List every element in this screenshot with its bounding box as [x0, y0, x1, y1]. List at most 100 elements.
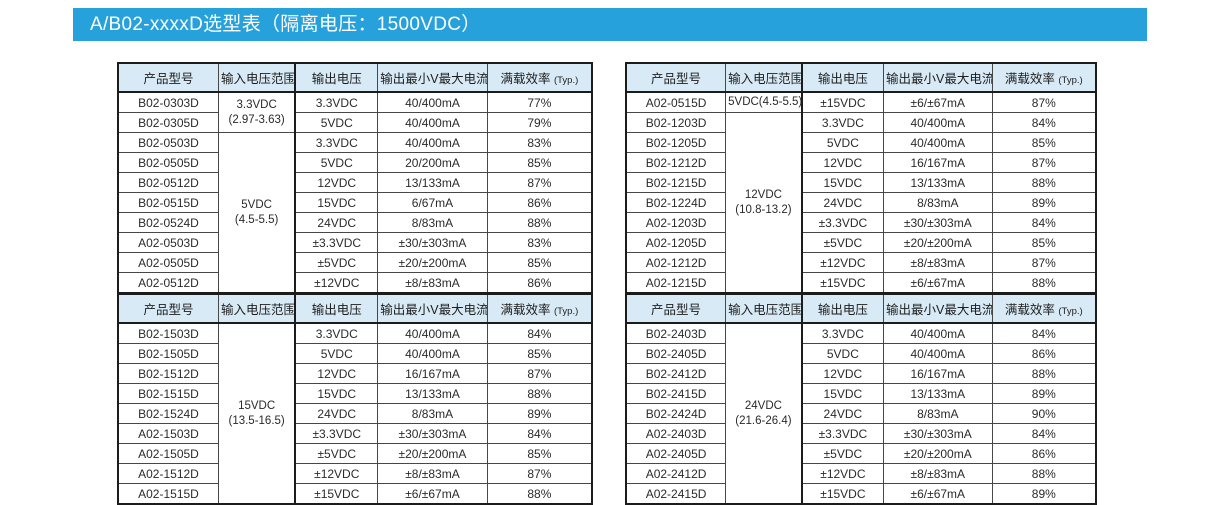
model-cell: A02-1515D	[117, 483, 219, 505]
efficiency-cell: 87%	[486, 363, 593, 384]
efficiency-cell: 85%	[991, 132, 1097, 153]
efficiency-cell: 87%	[991, 152, 1097, 173]
output-current-cell: 40/400mA	[377, 91, 488, 113]
efficiency-cell: 89%	[991, 483, 1097, 505]
output-voltage-cell: ±3.3VDC	[294, 423, 379, 444]
selection-table-1: 产品型号 输入电压范围 输出电压 输出最小V最大电流 满载效率 (Typ.) B02-03…	[117, 62, 593, 294]
output-voltage-cell: 15VDC	[801, 383, 885, 404]
product-row: B02-2405D 5VDC 40/400mA 86%	[625, 343, 1097, 364]
output-voltage-cell: 5VDC	[801, 343, 885, 364]
output-voltage-cell: 24VDC	[294, 403, 379, 424]
model-cell: A02-2403D	[625, 423, 727, 444]
model-cell: A02-1205D	[625, 232, 727, 253]
output-voltage-cell: 3.3VDC	[801, 322, 885, 344]
col-header-output-voltage: 输出电压	[294, 62, 379, 93]
output-voltage-cell: ±5VDC	[801, 232, 885, 253]
col-header-output-voltage: 输出电压	[801, 293, 885, 324]
model-cell: B02-1203D	[625, 112, 727, 133]
model-cell: A02-0503D	[117, 232, 219, 253]
col-header-input-voltage-range: 输入电压范围	[217, 293, 297, 324]
header-row: 产品型号 输入电压范围 输出电压 输出最小V最大电流 满载效率 (Typ.)	[625, 62, 1097, 93]
output-current-cell: 6/67mA	[377, 192, 488, 213]
col-header-model: 产品型号	[117, 293, 219, 324]
model-cell: B02-1503D	[117, 322, 219, 344]
output-current-cell: 13/133mA	[377, 172, 488, 193]
output-current-cell: ±8/±83mA	[883, 463, 993, 484]
model-cell: B02-2412D	[625, 363, 727, 384]
product-row: B02-0515D 15VDC 6/67mA 86%	[117, 192, 593, 213]
output-voltage-cell: ±15VDC	[801, 91, 885, 113]
output-current-cell: 13/133mA	[377, 383, 488, 404]
output-current-cell: 20/200mA	[377, 152, 488, 173]
model-cell: A02-1203D	[625, 212, 727, 233]
output-voltage-cell: ±3.3VDC	[801, 212, 885, 233]
product-row: B02-0305D 5VDC 40/400mA 79%	[117, 112, 593, 133]
output-voltage-cell: ±12VDC	[801, 463, 885, 484]
output-current-cell: ±30/±303mA	[883, 212, 993, 233]
output-voltage-cell: 3.3VDC	[801, 112, 885, 133]
efficiency-cell: 77%	[486, 91, 593, 113]
efficiency-cell: 85%	[991, 232, 1097, 253]
output-current-cell: 40/400mA	[883, 112, 993, 133]
model-cell: B02-0515D	[117, 192, 219, 213]
input-range-line: (4.5-5.5)	[234, 213, 279, 226]
model-cell: B02-1224D	[625, 192, 727, 213]
product-row: A02-1203D ±3.3VDC ±30/±303mA 84%	[625, 212, 1097, 233]
output-current-cell: ±6/±67mA	[883, 272, 993, 294]
efficiency-cell: 84%	[991, 423, 1097, 444]
output-current-cell: ±20/±200mA	[883, 232, 993, 253]
output-voltage-cell: 12VDC	[801, 152, 885, 173]
efficiency-cell: 84%	[486, 322, 593, 344]
output-voltage-cell: 15VDC	[294, 192, 379, 213]
model-cell: A02-0515D	[625, 91, 727, 113]
input-voltage-range-cell: 5VDC(4.5-5.5)	[217, 132, 297, 294]
output-voltage-cell: ±15VDC	[294, 483, 379, 505]
efficiency-cell: 87%	[486, 463, 593, 484]
product-row: B02-0303D 3.3VDC (2.97-3.63) 3.3VDC 40/400mA…	[117, 91, 593, 133]
output-current-cell: ±30/±303mA	[377, 232, 488, 253]
col-header-model: 产品型号	[117, 62, 219, 93]
input-range-line: (2.97-3.63)	[228, 113, 285, 126]
model-cell: B02-2424D	[625, 403, 727, 424]
efficiency-header-label: 满载效率	[500, 72, 551, 86]
efficiency-cell: 87%	[486, 172, 593, 193]
col-header-full-load-efficiency: 满载效率 (Typ.)	[486, 293, 593, 324]
col-header-output-voltage: 输出电压	[294, 293, 379, 324]
efficiency-typ-label: (Typ.)	[553, 306, 579, 317]
output-current-cell: 8/83mA	[883, 403, 993, 424]
col-header-output-min-max-current: 输出最小V最大电流	[883, 293, 993, 324]
output-voltage-cell: ±5VDC	[801, 443, 885, 464]
input-voltage-range-cell: 24VDC (21.6-26.4)	[725, 322, 803, 505]
product-row: A02-2412D ±12VDC ±8/±83mA 88%	[625, 463, 1097, 484]
product-row: B02-1224D 24VDC 8/83mA 89%	[625, 192, 1097, 213]
col-header-full-load-efficiency: 满载效率 (Typ.)	[991, 62, 1097, 93]
product-row: A02-2415D ±15VDC ±6/±67mA 89%	[625, 483, 1097, 505]
output-current-cell: 13/133mA	[883, 383, 993, 404]
output-voltage-cell: 3.3VDC	[294, 132, 379, 153]
model-cell: B02-0503D	[117, 132, 219, 153]
model-cell: A02-1215D	[625, 272, 727, 294]
output-voltage-cell: 5VDC	[294, 112, 379, 133]
product-row: B02-2403D 24VDC (21.6-26.4) 3.3VDC 40/400mA 8…	[625, 322, 1097, 505]
efficiency-cell: 87%	[991, 252, 1097, 273]
output-voltage-cell: ±12VDC	[294, 272, 379, 294]
product-row: B02-2415D 15VDC 13/133mA 89%	[625, 383, 1097, 404]
col-header-input-voltage-range: 输入电压范围	[725, 293, 803, 324]
input-range-line: 15VDC	[238, 400, 276, 413]
efficiency-cell: 88%	[991, 463, 1097, 484]
output-current-cell: 40/400mA	[883, 322, 993, 344]
model-cell: B02-0303D	[117, 91, 219, 113]
selection-table-3: 产品型号 输入电压范围 输出电压 输出最小V最大电流 满载效率 (Typ.) B02-15…	[117, 293, 593, 505]
col-header-input-voltage-range: 输入电压范围	[725, 62, 803, 93]
output-current-cell: 16/167mA	[883, 363, 993, 384]
efficiency-cell: 86%	[991, 443, 1097, 464]
efficiency-cell: 85%	[486, 343, 593, 364]
output-current-cell: ±6/±67mA	[883, 483, 993, 505]
model-cell: B02-1505D	[117, 343, 219, 364]
input-voltage-range-cell: 5VDC(4.5-5.5)	[725, 91, 803, 113]
model-cell: A02-1212D	[625, 252, 727, 273]
model-cell: B02-2403D	[625, 322, 727, 344]
product-row: B02-1524D 24VDC 8/83mA 89%	[117, 403, 593, 424]
model-cell: B02-1512D	[117, 363, 219, 384]
efficiency-cell: 88%	[486, 212, 593, 233]
